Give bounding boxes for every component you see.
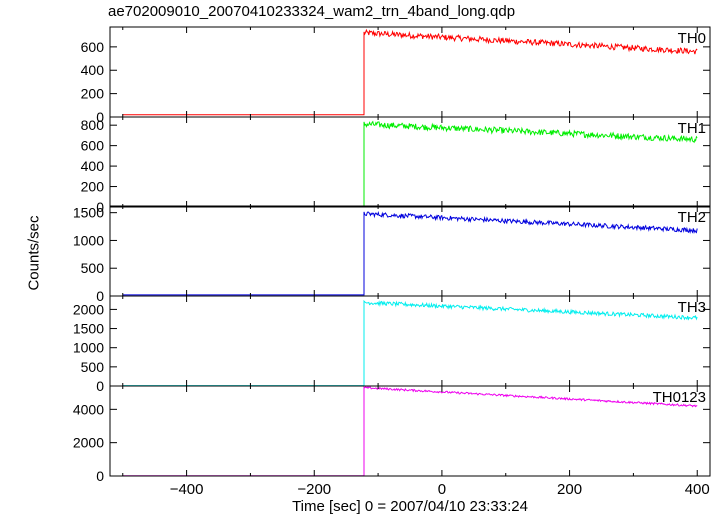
y-tick-label: 1500: [73, 321, 104, 337]
series-line-th1: [122, 120, 698, 207]
x-tick-label: −200: [297, 481, 331, 498]
y-tick-label: 0: [96, 199, 104, 215]
y-tick-label: 400: [81, 62, 105, 78]
chart-title: ae702009010_20070410233324_wam2_trn_4ban…: [108, 3, 516, 20]
y-tick-label: 1500: [73, 205, 104, 221]
x-tick-label: 200: [557, 481, 582, 498]
series-line-th0123: [122, 386, 698, 477]
y-tick-label: 500: [81, 359, 105, 375]
y-axis-label: Counts/sec: [25, 215, 43, 291]
y-tick-label: 0: [96, 378, 104, 394]
y-tick-label: 2000: [73, 435, 104, 451]
series-line-th0: [122, 28, 698, 116]
x-tick-label: 0: [438, 481, 446, 498]
x-axis-label: Time [sec] 0 = 2007/04/10 23:33:24: [292, 498, 528, 515]
y-tick-label: 500: [81, 260, 105, 276]
series-label-th0: TH0: [678, 30, 706, 47]
x-tick-label: −400: [170, 481, 204, 498]
y-tick-label: 0: [96, 109, 104, 125]
y-tick-label: 1000: [73, 340, 104, 356]
y-tick-label: 0: [96, 288, 104, 304]
panel-frame-th2: [109, 205, 711, 297]
series-label-th3: TH3: [678, 299, 706, 316]
x-tick-label: 400: [685, 481, 710, 498]
y-tick-label: 600: [81, 138, 105, 154]
panel-frame-th3: [109, 295, 711, 387]
panel-frame-th0123: [109, 385, 711, 477]
y-axis-label-container: Counts/sec: [20, 0, 48, 516]
panel-frame-th1: [109, 116, 711, 208]
series-line-th3: [122, 299, 698, 387]
y-tick-label: 400: [81, 158, 105, 174]
y-tick-label: 600: [81, 39, 105, 55]
y-tick-label: 4000: [73, 401, 104, 417]
panel-frame-th0: [109, 26, 711, 118]
y-tick-label: 1000: [73, 232, 104, 248]
series-label-th0123: TH0123: [653, 389, 706, 406]
series-label-th1: TH1: [678, 120, 706, 137]
y-tick-label: 200: [81, 179, 105, 195]
y-tick-label: 800: [81, 117, 105, 133]
y-tick-label: 2000: [73, 301, 104, 317]
y-tick-label: 200: [81, 86, 105, 102]
y-tick-label: 0: [96, 468, 104, 484]
series-label-th2: TH2: [678, 209, 706, 226]
series-line-th2: [122, 210, 698, 296]
